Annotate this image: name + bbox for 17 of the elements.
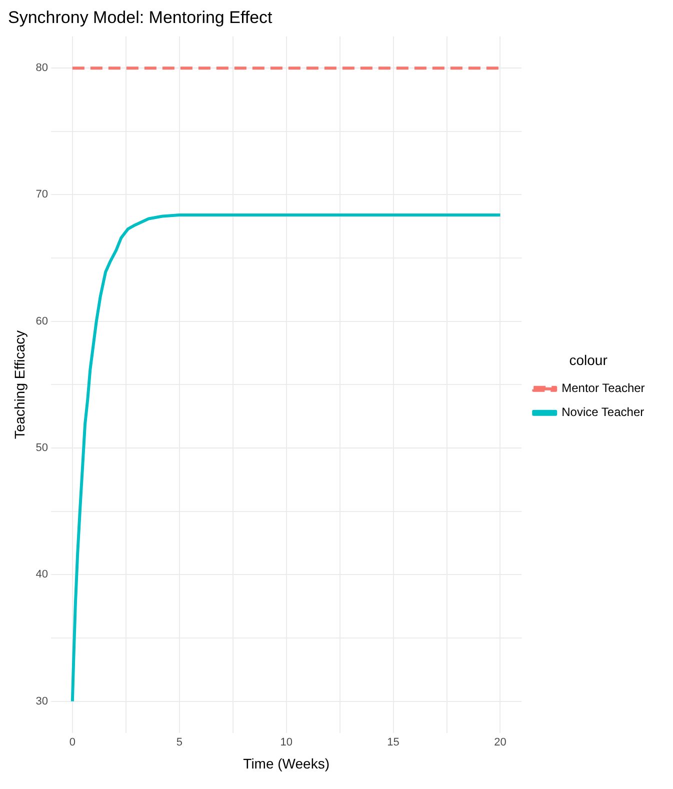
y-tick-label: 80 [36, 62, 48, 74]
y-tick-label: 50 [36, 442, 48, 454]
x-tick-label: 20 [494, 736, 506, 749]
legend-label: Novice Teacher [562, 405, 644, 420]
chart-title: Synchrony Model: Mentoring Effect [8, 8, 273, 27]
x-tick-label: 5 [176, 736, 182, 749]
y-tick-label: 60 [36, 315, 48, 328]
legend-title: colour [569, 352, 608, 368]
x-tick-label: 15 [387, 736, 400, 749]
x-tick-label: 10 [280, 736, 292, 749]
y-tick-label: 40 [36, 568, 48, 581]
y-axis-title: Teaching Efficacy [11, 330, 28, 440]
legend-label: Mentor Teacher [562, 381, 645, 396]
y-tick-label: 30 [36, 695, 48, 708]
x-tick-label: 0 [69, 736, 76, 749]
y-tick-label: 70 [36, 188, 48, 201]
x-axis-title: Time (Weeks) [243, 755, 330, 772]
